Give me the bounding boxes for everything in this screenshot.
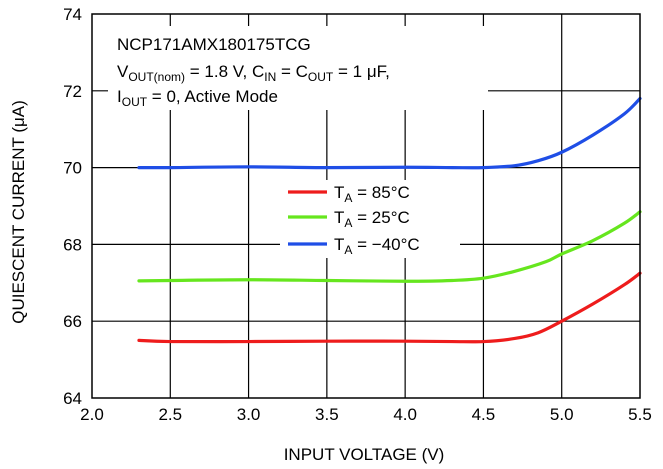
- x-tick-label: 3.5: [315, 405, 339, 424]
- x-tick-label: 5.0: [550, 405, 574, 424]
- y-tick-label: 68: [63, 235, 82, 254]
- annotation-background: [108, 26, 488, 258]
- conditions-line-2: VOUT(nom) = 1.8 V, CIN = COUT = 1 μF,: [117, 62, 390, 84]
- series-line-2: [137, 96, 642, 170]
- x-tick-labels: 2.0 2.5 3.0 3.5 4.0 4.5 5.0 5.5: [80, 405, 652, 424]
- x-tick-label: 4.5: [472, 405, 496, 424]
- y-tick-label: 70: [63, 159, 82, 178]
- x-tick-label: 5.5: [628, 405, 652, 424]
- legend-label-0: TA = 85°C: [334, 183, 410, 205]
- legend-label-2: TA = −40°C: [334, 235, 420, 257]
- series-line-1: [137, 210, 642, 283]
- x-tick-label: 2.5: [158, 405, 182, 424]
- x-tick-label: 2.0: [80, 405, 104, 424]
- y-tick-label: 66: [63, 312, 82, 331]
- condition-annotation: NCP171AMX180175TCG VOUT(nom) = 1.8 V, CI…: [117, 35, 390, 109]
- legend-label-1: TA = 25°C: [334, 208, 410, 230]
- legend: TA = 85°C TA = 25°C TA = −40°C: [288, 183, 420, 257]
- part-number: NCP171AMX180175TCG: [117, 35, 311, 54]
- y-axis-label: QUIESCENT CURRENT (μA): [9, 100, 28, 324]
- x-tick-label: 3.0: [237, 405, 261, 424]
- plot-frame: [91, 13, 641, 399]
- y-tick-label: 72: [63, 82, 82, 101]
- series-line-0: [137, 271, 642, 344]
- annotation-box: [108, 26, 488, 110]
- x-tick-label: 4.0: [393, 405, 417, 424]
- y-tick-label: 64: [63, 389, 82, 408]
- x-axis-label: INPUT VOLTAGE (V): [284, 445, 445, 464]
- conditions-line-3: IOUT = 0, Active Mode: [117, 87, 278, 109]
- series-lines: [137, 96, 642, 344]
- y-tick-labels: 64 66 68 70 72 74: [63, 5, 82, 408]
- mu-symbol: μ: [9, 117, 28, 127]
- y-tick-label: 74: [63, 5, 82, 24]
